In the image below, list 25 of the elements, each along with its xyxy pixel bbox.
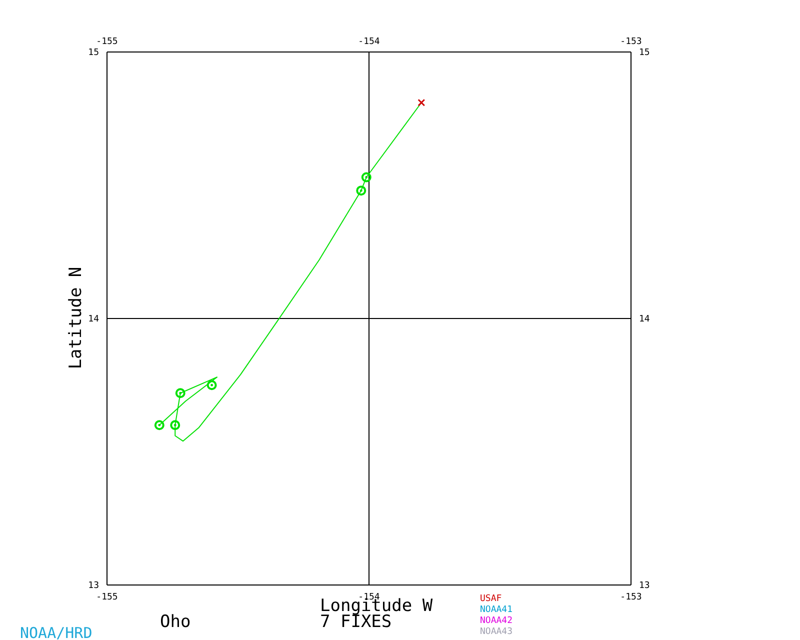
y-axis-title: Latitude N xyxy=(66,266,86,370)
legend-label: NOAA41 xyxy=(480,605,513,616)
point xyxy=(175,388,186,398)
text: USAF xyxy=(480,594,503,605)
y-tick-label: 13 xyxy=(88,581,99,592)
y-tick-label: 15 xyxy=(88,48,99,58)
y2-tick-label: 14 xyxy=(639,314,650,325)
x2-tick-label: -153 xyxy=(620,592,642,602)
point xyxy=(361,172,372,182)
point xyxy=(206,380,217,390)
x-tick-label: -155 xyxy=(96,37,118,47)
point xyxy=(356,186,366,196)
x-tick-label: -154 xyxy=(358,37,380,47)
legend-label: NOAA42 xyxy=(480,616,513,627)
x2-tick-label: -155 xyxy=(96,592,118,602)
legend-label: NOAA43 xyxy=(480,627,513,638)
point xyxy=(418,98,426,106)
y2-tick-label: 15 xyxy=(639,48,650,58)
point xyxy=(170,420,180,430)
text: NOAA/HRD xyxy=(20,624,92,640)
y-tick-label: 14 xyxy=(88,314,99,325)
y2-tick-label: 13 xyxy=(639,581,650,592)
text: Oho xyxy=(160,612,191,632)
point xyxy=(154,420,164,430)
x-tick-label: -153 xyxy=(620,37,642,47)
